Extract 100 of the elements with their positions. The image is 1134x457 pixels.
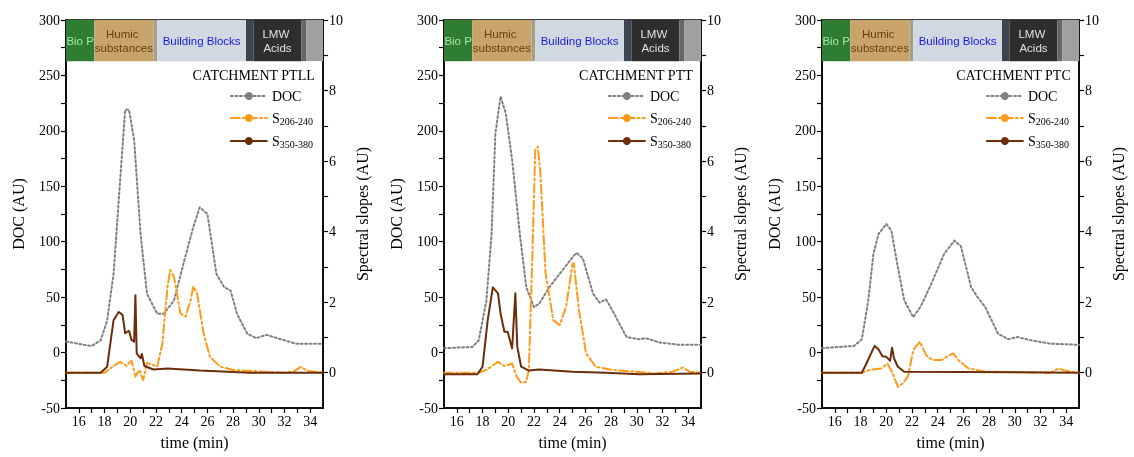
x-tick-label: 32 [655, 413, 670, 429]
x-tick-label: 28 [226, 413, 241, 429]
y2-tick-label: 8 [1085, 83, 1093, 99]
x-tick-label: 30 [629, 413, 644, 429]
y2-tick-label: 2 [707, 294, 715, 310]
y-tick-label: -50 [41, 400, 60, 416]
y-tick-label: 100 [795, 234, 816, 250]
y2-tick-label: 0 [1085, 365, 1093, 381]
y-tick-label: 250 [795, 67, 816, 83]
y2-axis-title: Spectral slopes (AU) [1109, 146, 1128, 282]
x-tick-label: 26 [200, 413, 215, 429]
x-tick-label: 24 [930, 413, 945, 429]
x-tick-label: 32 [1033, 413, 1048, 429]
x-tick-label: 30 [1007, 413, 1022, 429]
y-tick-label: 0 [809, 345, 816, 361]
y2-tick-label: 4 [707, 224, 715, 240]
legend-label: DOC [1027, 88, 1058, 104]
text: CATCHMENT PTT [579, 67, 694, 83]
x-axis-title: time (min) [160, 433, 229, 452]
y2-axis-title: Spectral slopes (AU) [353, 146, 372, 282]
band-label: Building Blocks [918, 34, 997, 47]
x-tick-label: 22 [904, 413, 919, 429]
x-tick-label: 18 [853, 413, 868, 429]
y2-tick-label: 8 [329, 83, 337, 99]
band-label: Humic substances [94, 27, 154, 54]
y2-tick-label: 6 [329, 153, 337, 169]
legend-label: DOC [649, 88, 680, 104]
y-tick-label: 100 [417, 234, 438, 250]
band-label: Building Blocks [540, 34, 619, 47]
legend-label: DOC [271, 88, 302, 104]
y-axis-title: DOC (AU) [387, 178, 406, 250]
line-series [821, 344, 1081, 374]
x-tick-label: 26 [578, 413, 593, 429]
band-label: Bio P [444, 34, 473, 47]
x-axis-title: time (min) [916, 433, 985, 452]
x-tick-label: 20 [501, 413, 516, 429]
y-tick-label: 0 [53, 345, 60, 361]
y-tick-label: 100 [39, 234, 60, 250]
x-tick-label: 30 [251, 413, 266, 429]
line-series [443, 286, 703, 376]
y2-tick-label: 10 [1085, 12, 1100, 28]
band-label: LMW Acids [640, 27, 671, 54]
y-tick-label: 50 [424, 289, 438, 305]
band-label: LMW Acids [1018, 27, 1049, 54]
y-tick-label: -50 [419, 400, 438, 416]
y2-tick-label: 10 [707, 12, 722, 28]
y-tick-label: -50 [797, 400, 816, 416]
y2-tick-label: 10 [329, 12, 344, 28]
band-label: Humic substances [472, 27, 532, 54]
x-tick-label: 28 [604, 413, 619, 429]
x-tick-label: 16 [449, 413, 464, 429]
y-axis-title: DOC (AU) [9, 178, 28, 250]
x-tick-label: 34 [303, 413, 318, 429]
y-tick-label: 300 [39, 12, 60, 28]
x-tick-label: 34 [1059, 413, 1074, 429]
y-tick-label: 150 [417, 178, 438, 194]
y-tick-label: 50 [802, 289, 816, 305]
y2-tick-label: 4 [1085, 224, 1093, 240]
x-tick-label: 22 [148, 413, 163, 429]
y-tick-label: 300 [795, 12, 816, 28]
text: CATCHMENT PTC [956, 67, 1071, 83]
band-label: Bio P [822, 34, 851, 47]
band-label: Bio P [66, 34, 95, 47]
x-tick-label: 24 [174, 413, 189, 429]
x-tick-label: 24 [552, 413, 567, 429]
line-series [821, 222, 1081, 350]
y-tick-label: 200 [417, 123, 438, 139]
y2-tick-label: 4 [329, 224, 337, 240]
x-axis-title: time (min) [538, 433, 607, 452]
y-tick-label: 300 [417, 12, 438, 28]
x-tick-label: 34 [681, 413, 696, 429]
x-tick-label: 18 [475, 413, 490, 429]
x-tick-label: 26 [956, 413, 971, 429]
band-label: Humic substances [850, 27, 910, 54]
y-tick-label: 50 [46, 289, 60, 305]
y-tick-label: 250 [39, 67, 60, 83]
x-tick-label: 20 [879, 413, 894, 429]
x-tick-label: 32 [277, 413, 292, 429]
band-label: LMW Acids [262, 27, 293, 54]
y-tick-label: 150 [795, 178, 816, 194]
y-tick-label: 200 [39, 123, 60, 139]
y2-tick-label: 8 [707, 83, 715, 99]
y-tick-label: 200 [795, 123, 816, 139]
text: CATCHMENT PTLL [192, 67, 315, 83]
y2-tick-label: 0 [707, 365, 715, 381]
y2-tick-label: 0 [329, 365, 337, 381]
y2-tick-label: 2 [329, 294, 337, 310]
x-tick-label: 18 [97, 413, 112, 429]
y-tick-label: 250 [417, 67, 438, 83]
x-tick-label: 20 [123, 413, 138, 429]
y2-tick-label: 6 [1085, 153, 1093, 169]
y2-tick-label: 6 [707, 153, 715, 169]
x-tick-label: 22 [526, 413, 541, 429]
band-label: Building Blocks [162, 34, 241, 47]
line-series [65, 294, 325, 374]
y-tick-label: 150 [39, 178, 60, 194]
y2-axis-title: Spectral slopes (AU) [731, 146, 750, 282]
y-tick-label: 0 [431, 345, 438, 361]
line-series [65, 108, 325, 347]
y2-tick-label: 2 [1085, 294, 1093, 310]
